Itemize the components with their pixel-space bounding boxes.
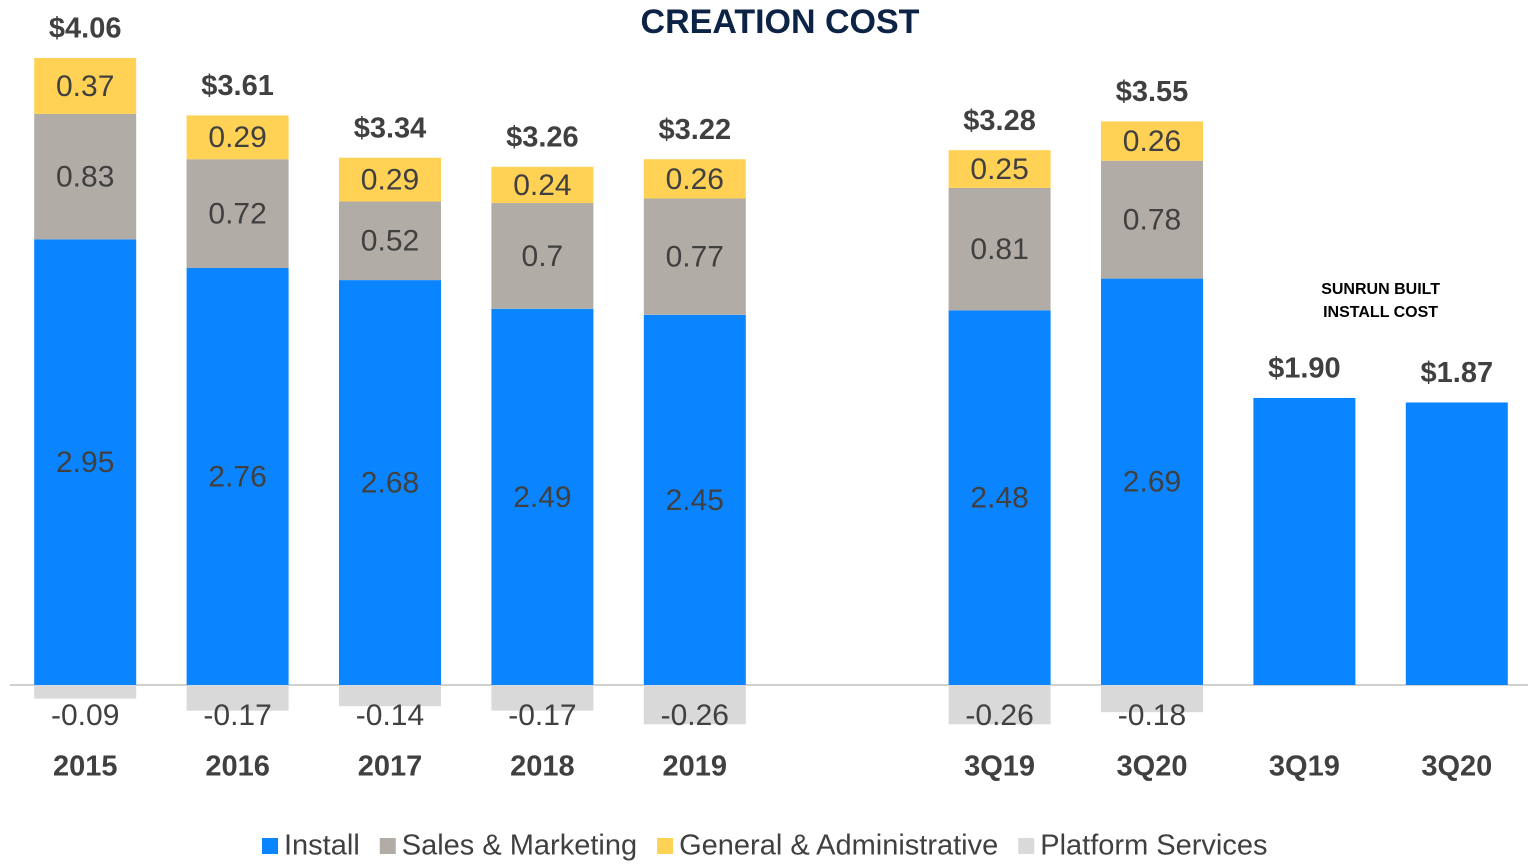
data-label: 0.52 <box>361 225 419 258</box>
data-label: -0.26 <box>661 699 729 732</box>
x-tick-label: 2019 <box>663 751 728 783</box>
legend-swatch <box>1018 838 1035 854</box>
data-label: 0.78 <box>1123 204 1181 237</box>
data-label: -0.14 <box>356 699 424 732</box>
total-label: $3.61 <box>201 70 274 102</box>
legend-label: Sales & Marketing <box>402 830 637 862</box>
data-label: -0.26 <box>965 699 1033 732</box>
data-label: -0.17 <box>508 699 576 732</box>
x-tick-label: 2016 <box>205 751 270 783</box>
legend-swatch <box>657 838 674 854</box>
total-label: $3.55 <box>1116 76 1189 108</box>
bar-segment <box>186 685 289 711</box>
data-label: 0.7 <box>522 240 564 273</box>
data-label: 0.77 <box>666 241 724 274</box>
total-label: $4.06 <box>49 13 122 45</box>
bar-segment <box>491 203 594 309</box>
bar-segment <box>491 166 594 204</box>
bar-segment <box>643 198 746 315</box>
data-label: 2.95 <box>56 446 114 479</box>
bar-segment <box>948 685 1051 725</box>
bar-segment <box>34 113 137 240</box>
bar-segment <box>643 159 746 199</box>
annotation: INSTALL COST <box>1323 304 1438 321</box>
data-label: 0.25 <box>970 153 1028 186</box>
legend-label: Platform Services <box>1040 830 1267 862</box>
x-tick-label: 3Q19 <box>1269 751 1340 783</box>
total-label: $3.28 <box>963 105 1036 137</box>
bar-segment <box>339 280 441 685</box>
data-label: 2.69 <box>1123 466 1181 499</box>
bar-segment <box>34 239 137 685</box>
bar-segment <box>491 685 594 711</box>
total-label: $1.90 <box>1268 353 1341 385</box>
legend-swatch <box>262 838 278 854</box>
total-label: $3.22 <box>659 114 732 146</box>
data-label: 0.83 <box>56 161 114 194</box>
chart-title: CREATION COST <box>641 3 920 41</box>
bar-segment <box>1101 121 1203 161</box>
x-tick-label: 3Q20 <box>1421 751 1492 783</box>
data-label: 0.26 <box>666 163 724 196</box>
data-label: 0.29 <box>208 121 266 154</box>
bar-segment <box>186 159 289 269</box>
bar-segment <box>339 201 441 281</box>
total-label: $1.87 <box>1421 357 1494 389</box>
bar-segment <box>491 308 594 685</box>
total-label: $3.26 <box>506 121 579 153</box>
bar-segment <box>34 58 137 114</box>
bar-segment <box>34 685 137 699</box>
bar-segment <box>1405 402 1508 685</box>
legend-label: Install <box>284 830 360 862</box>
legend-label: General & Administrative <box>679 830 998 862</box>
bar-segment <box>1101 278 1203 685</box>
x-tick-label: 2015 <box>53 751 118 783</box>
total-label: $3.34 <box>354 112 427 144</box>
data-label: -0.18 <box>1118 699 1186 732</box>
data-label: 0.26 <box>1123 125 1181 158</box>
legend-swatch <box>379 838 396 854</box>
bar-segment <box>1253 397 1356 685</box>
annotation: SUNRUN BUILT <box>1321 281 1440 298</box>
data-label: 0.37 <box>56 70 114 103</box>
bar-segment <box>339 685 441 707</box>
bar-segment <box>948 150 1051 188</box>
x-tick-label: 2018 <box>510 751 575 783</box>
bar-segment <box>1101 160 1203 279</box>
bar-segment <box>643 314 746 685</box>
x-tick-label: 3Q19 <box>964 751 1035 783</box>
data-label: 2.45 <box>666 484 724 517</box>
data-label: 0.72 <box>208 198 266 231</box>
x-tick-label: 3Q20 <box>1117 751 1188 783</box>
data-label: 2.49 <box>513 481 571 514</box>
data-label: 2.76 <box>208 460 266 493</box>
data-label: 2.68 <box>361 466 419 499</box>
bar-segment <box>948 310 1051 685</box>
data-label: 2.48 <box>970 482 1028 515</box>
x-tick-label: 2017 <box>358 751 423 783</box>
bar-segment <box>186 268 289 685</box>
data-label: 0.24 <box>513 169 571 202</box>
bar-segment <box>643 685 746 725</box>
bar-segment <box>186 115 289 160</box>
data-label: -0.09 <box>51 699 119 732</box>
data-label: 0.81 <box>970 233 1028 266</box>
data-label: 0.29 <box>361 164 419 197</box>
data-label: -0.17 <box>203 699 271 732</box>
bar-segment <box>948 187 1051 311</box>
bar-segment <box>339 157 441 202</box>
bar-segment <box>1101 685 1203 713</box>
